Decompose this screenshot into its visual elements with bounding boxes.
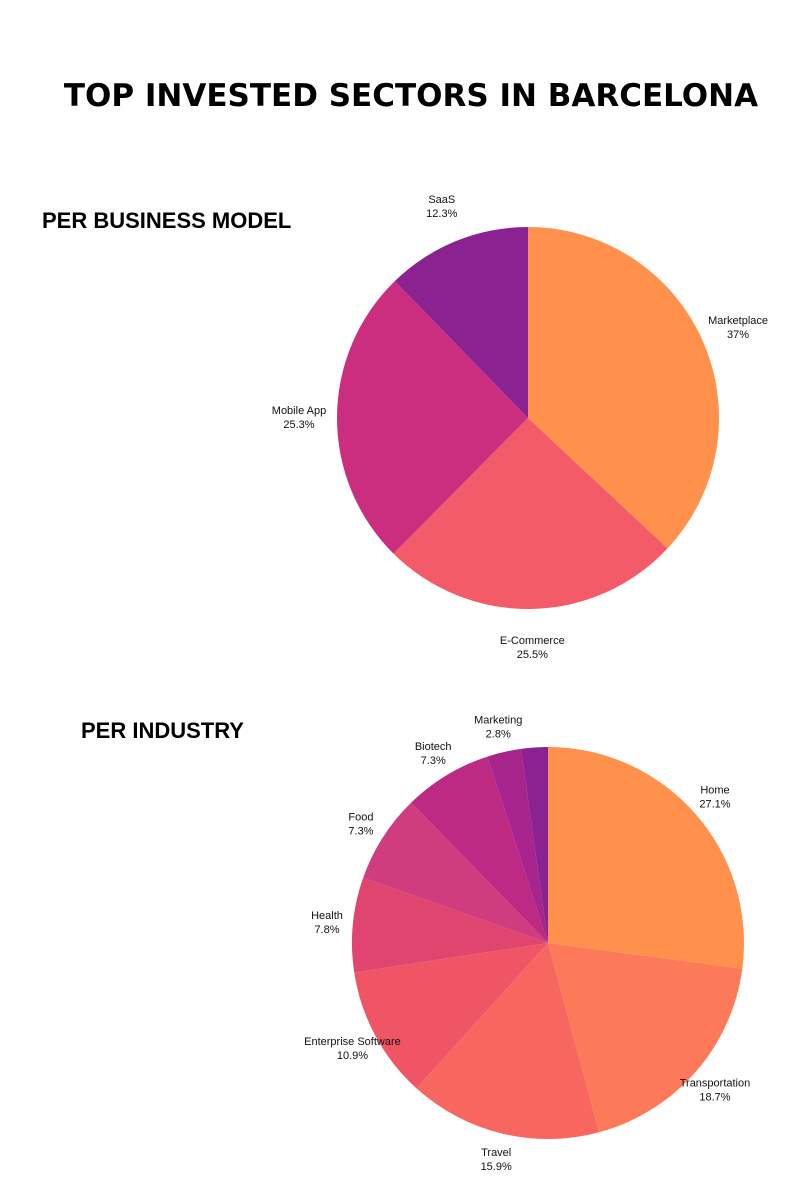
industry-value-food: 7.3% [348,825,373,837]
industry-slice-enterprise-software [354,943,548,1089]
business-model-label-e-commerce: E-Commerce [500,635,565,647]
chart-title-business-model: PER BUSINESS MODEL [42,208,292,233]
industry-label-travel: Travel [481,1147,511,1159]
industry-label-marketing: Marketing [474,715,522,727]
chart-title-industry: PER INDUSTRY [81,718,244,743]
page-title: TOP INVESTED SECTORS IN BARCELONA [63,78,759,114]
industry-value-marketing: 2.8% [486,729,511,741]
industry-label-food: Food [348,811,373,823]
industry-value-health: 7.8% [314,924,339,936]
industry-label-enterprise-software: Enterprise Software [304,1036,401,1048]
industry-value-home: 27.1% [699,799,730,811]
business-model-label-saas: SaaS [428,194,455,206]
industry-slice-food [363,802,548,943]
pie-chart-business-model: Marketplace 37% E-Commerce 25.5% Mobile App 2… [272,194,768,660]
business-model-value-saas: 12.3% [426,208,457,220]
industry-slice-transportation [548,943,743,1133]
industry-slice-home [548,747,744,969]
business-model-value-e-commerce: 25.5% [517,649,548,660]
industry-slice-health [351,877,548,973]
industry-value-biotech: 7.3% [421,755,446,767]
business-model-value-marketplace: 37% [727,329,749,341]
industry-label-transportation: Transportation [680,1077,751,1089]
business-model-label-marketplace: Marketplace [708,315,768,327]
industry-slice-other [520,747,548,943]
industry-value-travel: 15.9% [481,1161,512,1173]
business-model-value-mobile-app: 25.3% [283,419,314,431]
industry-slice-travel [416,943,600,1140]
business-model-slice-saas [394,227,528,418]
industry-value-enterprise-software: 10.9% [337,1050,368,1062]
industry-value-transportation: 18.7% [699,1091,730,1103]
business-model-slice-e-commerce [393,418,668,610]
industry-label-health: Health [311,910,343,922]
industry-slice-biotech [411,756,548,943]
business-model-label-mobile-app: Mobile App [272,405,326,417]
industry-label-biotech: Biotech [415,741,452,753]
industry-slice-marketing [487,748,548,943]
business-model-slice-marketplace [528,227,720,549]
industry-label-home: Home [700,785,729,797]
business-model-slice-mobile-app [336,281,528,554]
